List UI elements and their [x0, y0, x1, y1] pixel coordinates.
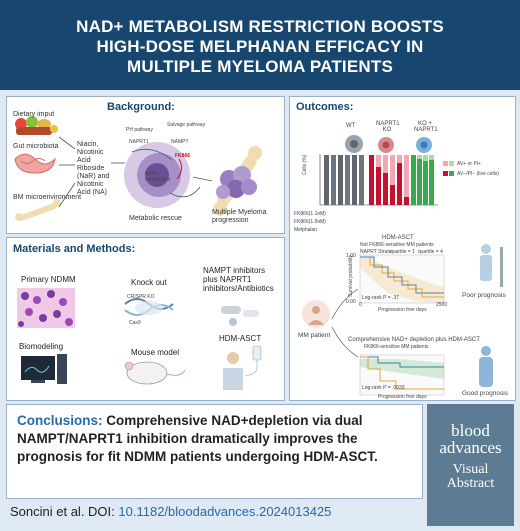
rescue-label: Metabolic rescue — [129, 215, 182, 222]
km-ytick-4: 1.00 — [346, 253, 356, 259]
condition-fk2: FK866(1.5nM) — [294, 219, 326, 225]
bone-icon — [15, 199, 61, 221]
patient-infusion-icon — [223, 345, 262, 390]
km1-xlabel: Progression free days — [378, 307, 427, 313]
km2-subtitle: FK866-sensitive MM patients — [364, 344, 429, 350]
hdm-asct-label: HDM-ASCT — [219, 334, 262, 343]
group-wt-label: WT — [346, 123, 356, 129]
ndmm-cells-icon — [17, 288, 75, 328]
knockout-label: Knock out — [131, 278, 167, 287]
badge-line3: Visual Abstract — [446, 462, 495, 491]
conclusion-box: Conclusions: Comprehensive NAD+depletion… — [6, 404, 423, 499]
km-q1-label: quartile = 1 — [390, 249, 415, 255]
legend-swatch-live — [443, 171, 448, 176]
km1-subtitle: Not FK866-sensitive MM patients — [360, 242, 434, 248]
precursors-label: Niacin, Nicotinic Acid Riboside (NaR) an… — [77, 141, 110, 196]
materials-panel: Materials and Methods: — [6, 237, 285, 401]
materials-illustration — [17, 288, 262, 390]
myeloma-cluster-icon — [216, 166, 257, 199]
doi-link[interactable]: 10.1182/bloodadvances.2024013425 — [118, 504, 332, 519]
km-ylabel: Survival probability — [348, 255, 354, 297]
primary-ndmm-label: Primary NDMM — [21, 275, 76, 284]
food-icon — [15, 116, 58, 135]
km-strata-label: NAPRT Strata — [360, 249, 392, 255]
fk866-label: FK866 — [175, 153, 191, 159]
ko-bars — [369, 155, 409, 205]
km1-title: HDM-ASCT — [382, 235, 414, 241]
pills-icon — [221, 306, 259, 326]
journal-badge: blood advances Visual Abstract — [427, 404, 514, 526]
dietary-label: Dietary imput — [13, 111, 55, 118]
ko-naprt1-bars — [411, 155, 434, 205]
km2-stats: Log-rank P = .0033 — [362, 385, 405, 391]
conclusion-body: Comprehensive NAD+depletion via dual NAM… — [17, 413, 378, 464]
inhibitors-label: NAMPT inhibitors plus NAPRT1 inhibitors/… — [203, 266, 274, 293]
legend-live-label: AV−/PI− (live cells) — [457, 171, 499, 177]
progression-label: Multiple Myeloma progression — [212, 209, 267, 224]
badge-line1: blood — [451, 421, 490, 440]
nampt-label: NAMPT — [171, 139, 189, 145]
group-ko-label: NAPRT1 KO — [376, 121, 400, 133]
background-illustration — [14, 116, 262, 221]
km1-stats: Log-rank P = .37 — [362, 295, 400, 301]
computer-icon — [21, 354, 67, 384]
group-ko-naprt1-label: KO + NAPRT1 — [414, 121, 438, 133]
crispr-dna-icon — [124, 298, 174, 316]
citation-authors: Soncini et al. DOI: — [10, 504, 119, 519]
biomodeling-label: Biomodeling — [19, 342, 64, 351]
header-banner: NAD+ METABOLISM RESTRICTION BOOSTS HIGH-… — [0, 0, 520, 90]
naprt1-label: NAPRT1 — [129, 139, 149, 145]
background-title: Background: — [107, 101, 175, 113]
nad-label: NAD+ metabolism — [145, 171, 171, 183]
km-xtick-0: 0 — [359, 302, 362, 308]
km2-xlabel: Progression free days — [378, 394, 427, 400]
km-ytick-0: 0.00 — [346, 299, 356, 305]
good-prognosis-label: Good prognosis — [462, 390, 508, 397]
crispr-label: CRISPR KO — [127, 294, 155, 300]
myeloma-cell-icon — [124, 142, 201, 208]
poor-prognosis-label: Poor prognosis — [462, 292, 506, 299]
outcomes-panel: Outcomes: — [289, 96, 516, 401]
good-prognosis-icon — [479, 346, 493, 387]
condition-fk1: FK866(1.1nM) — [294, 211, 326, 217]
cas9-label: Cas9 — [129, 320, 141, 326]
km2-title: Comprehensive NAD+ depletion plus HDM-AS… — [348, 337, 480, 343]
outcomes-illustration — [302, 135, 503, 396]
legend-dead-label: AV+ or PI+ — [457, 161, 482, 167]
gut-label: Gut microbiota — [13, 143, 59, 150]
km-q4-label: quartile = 4 — [418, 249, 443, 255]
badge-line2: advances — [439, 438, 502, 457]
patient-label: MM patient — [298, 332, 331, 339]
mouse-model-label: Mouse model — [131, 348, 180, 357]
bar-ylabel: Cells (%) — [302, 154, 308, 175]
legend-swatch-dead — [443, 161, 448, 166]
km-plot-good — [359, 354, 445, 396]
condition-melphalan: Melphalan — [294, 227, 318, 233]
wt-bars — [324, 155, 364, 205]
conclusion-text: Conclusions: Comprehensive NAD+depletion… — [17, 412, 412, 466]
mouse-icon — [124, 361, 186, 385]
ph-pathway-label: PH pathway — [126, 127, 153, 133]
conclusion-lead: Conclusions: — [17, 413, 103, 428]
km-xtick-5: 2500 — [436, 302, 448, 308]
page-title: NAD+ METABOLISM RESTRICTION BOOSTS HIGH-… — [76, 17, 444, 76]
materials-title: Materials and Methods: — [13, 243, 136, 255]
outcomes-title: Outcomes: — [296, 101, 354, 113]
km-plot-poor — [359, 254, 445, 304]
salvage-label: Salvage pathway — [167, 122, 206, 128]
poor-prognosis-icon — [480, 244, 503, 287]
bm-label: BM microenvironment — [13, 194, 82, 201]
mm-patient-icon — [302, 300, 330, 328]
citation: Soncini et al. DOI: 10.1182/bloodadvance… — [10, 504, 331, 519]
background-panel: Background: — [6, 96, 285, 234]
gut-icon — [14, 153, 56, 174]
